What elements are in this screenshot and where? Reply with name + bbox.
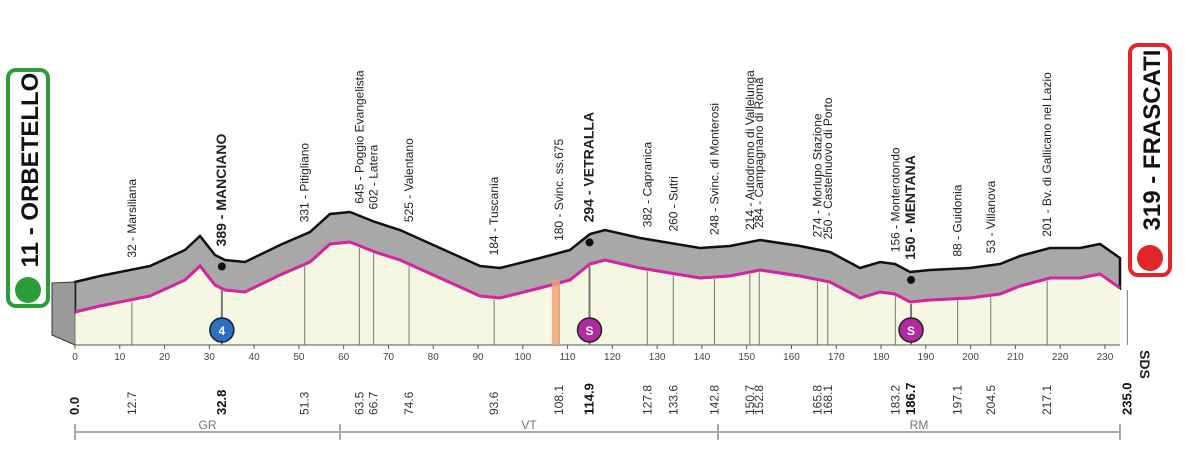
sprint-badge — [898, 317, 924, 343]
start-icon — [15, 277, 41, 303]
sprint-badge-text: S — [907, 324, 915, 338]
km-label: 197.1 — [951, 385, 965, 415]
axis-tick-label: 100 — [514, 352, 531, 363]
axis-tick-label: 130 — [649, 352, 666, 363]
axis-tick-label: 120 — [604, 352, 621, 363]
km-label: 217.1 — [1040, 385, 1054, 415]
km-label: 186.7 — [903, 382, 918, 415]
axis-tick-label: 10 — [114, 352, 126, 363]
axis-tick-label: 200 — [962, 352, 979, 363]
km-label: 66.7 — [367, 391, 381, 415]
km-label: 152.8 — [752, 385, 766, 415]
place-label: 88 - Guidonia — [951, 184, 965, 256]
km-label: 142.8 — [707, 385, 721, 415]
km-label: 168.1 — [821, 385, 835, 415]
place-label: 645 - Poggio Evangelista — [352, 70, 366, 204]
km-label: 108.1 — [552, 385, 566, 415]
place-dot — [907, 275, 916, 284]
place-label: 284 - Campagnano di Roma — [752, 77, 766, 228]
kom-badge — [209, 317, 235, 343]
axis-tick-label: 60 — [338, 352, 350, 363]
km-label: 12.7 — [125, 391, 139, 415]
labels: 0 10 20 30 40 50 60 70 80 90 100 110 120 130 140 150 160… — [67, 70, 1134, 440]
logo: SDS — [1137, 350, 1153, 379]
km-label: 235.0 — [1119, 382, 1134, 415]
region-label: VT — [521, 418, 537, 432]
wall — [51, 281, 76, 346]
km-label: 32.8 — [214, 390, 229, 415]
place-dot — [585, 238, 594, 247]
axis-tick-label: 160 — [783, 352, 800, 363]
route-line — [74, 240, 1121, 314]
km-label: 63.5 — [352, 391, 366, 415]
start-badge — [6, 68, 50, 308]
axis-tick-label: 140 — [694, 352, 711, 363]
km-label: 74.6 — [402, 391, 416, 415]
axis-tick-label: 0 — [72, 352, 78, 363]
region-label: GR — [199, 418, 217, 432]
region-label: RM — [910, 418, 929, 432]
place-label: 180 - Svinc. ss.675 — [552, 139, 566, 241]
place-label: 150 - MENTANA — [902, 155, 918, 260]
place-label: 201 - Bv. di Gallicano nel Lazio — [1040, 72, 1054, 237]
kom-badge-text: 4 — [219, 324, 226, 338]
axis-tick-label: 30 — [204, 352, 216, 363]
axis-tick-label: 220 — [1052, 352, 1069, 363]
axis-tick-label: 210 — [1007, 352, 1024, 363]
feed-zone — [551, 280, 560, 345]
place-label: 602 - Latera — [367, 144, 381, 209]
axis-tick-label: 170 — [828, 352, 845, 363]
axis-tick-label: 110 — [560, 352, 576, 363]
place-label: 294 - VETRALLA — [581, 112, 597, 222]
start-label: 11 - ORBETELLO — [17, 73, 44, 268]
place-label: 53 - Villanova — [984, 180, 998, 253]
place-label: 156 - Monterotondo — [888, 147, 902, 252]
km-label: 51.3 — [298, 391, 312, 415]
sprint-badge-text: S — [586, 324, 594, 338]
finish-label: 319 - FRASCATI — [1139, 50, 1166, 231]
km-label: 114.9 — [582, 383, 597, 415]
place-label: 250 - Castelnuovo di Porto — [821, 97, 835, 239]
axis-tick-label: 150 — [738, 352, 755, 363]
km-label: 133.6 — [666, 385, 680, 415]
km-label: 127.8 — [640, 385, 654, 415]
sprint-badge — [576, 317, 603, 343]
axis-tick-label: 20 — [159, 352, 171, 363]
km-label: 93.6 — [487, 391, 501, 415]
finish-icon — [1137, 245, 1163, 271]
place-label: 32 - Marsiliana — [125, 179, 139, 258]
km-label: 165.8 — [810, 385, 824, 415]
place-label: 331 - Pitigliano — [298, 143, 312, 223]
km-label: 150.7 — [743, 385, 757, 415]
place-label: 274 - Morlupo Stazione — [810, 113, 824, 237]
axis-tick-label: 40 — [249, 352, 261, 363]
axis-tick-label: 70 — [383, 352, 395, 363]
place-label: 184 - Tuscania — [487, 176, 501, 255]
place-label: 382 - Capranica — [640, 142, 654, 228]
elevation-profile — [51, 210, 1122, 346]
km-label: 204.5 — [984, 385, 998, 415]
place-label: 389 - MANCIANO — [213, 134, 229, 247]
place-label: 248 - Svinc. di Monterosi — [707, 103, 721, 235]
axis-tick-label: 190 — [917, 352, 934, 363]
finish-badge — [1128, 43, 1172, 277]
axis-tick-label: 90 — [472, 352, 484, 363]
place-dot — [217, 262, 226, 271]
km-label: 183.2 — [888, 385, 902, 415]
km-label: 0.0 — [67, 397, 82, 415]
axis-tick-label: 180 — [873, 352, 890, 363]
place-label: 525 - Valentano — [402, 138, 416, 222]
place-label: 260 - Sutri — [666, 176, 680, 231]
axis-tick-label: 80 — [428, 352, 440, 363]
place-label: 214 - Autodromo di Vallelunga — [743, 70, 757, 230]
base-area — [75, 242, 1120, 345]
axis-tick-label: 230 — [1097, 352, 1114, 363]
axis-tick-label: 50 — [293, 352, 305, 363]
